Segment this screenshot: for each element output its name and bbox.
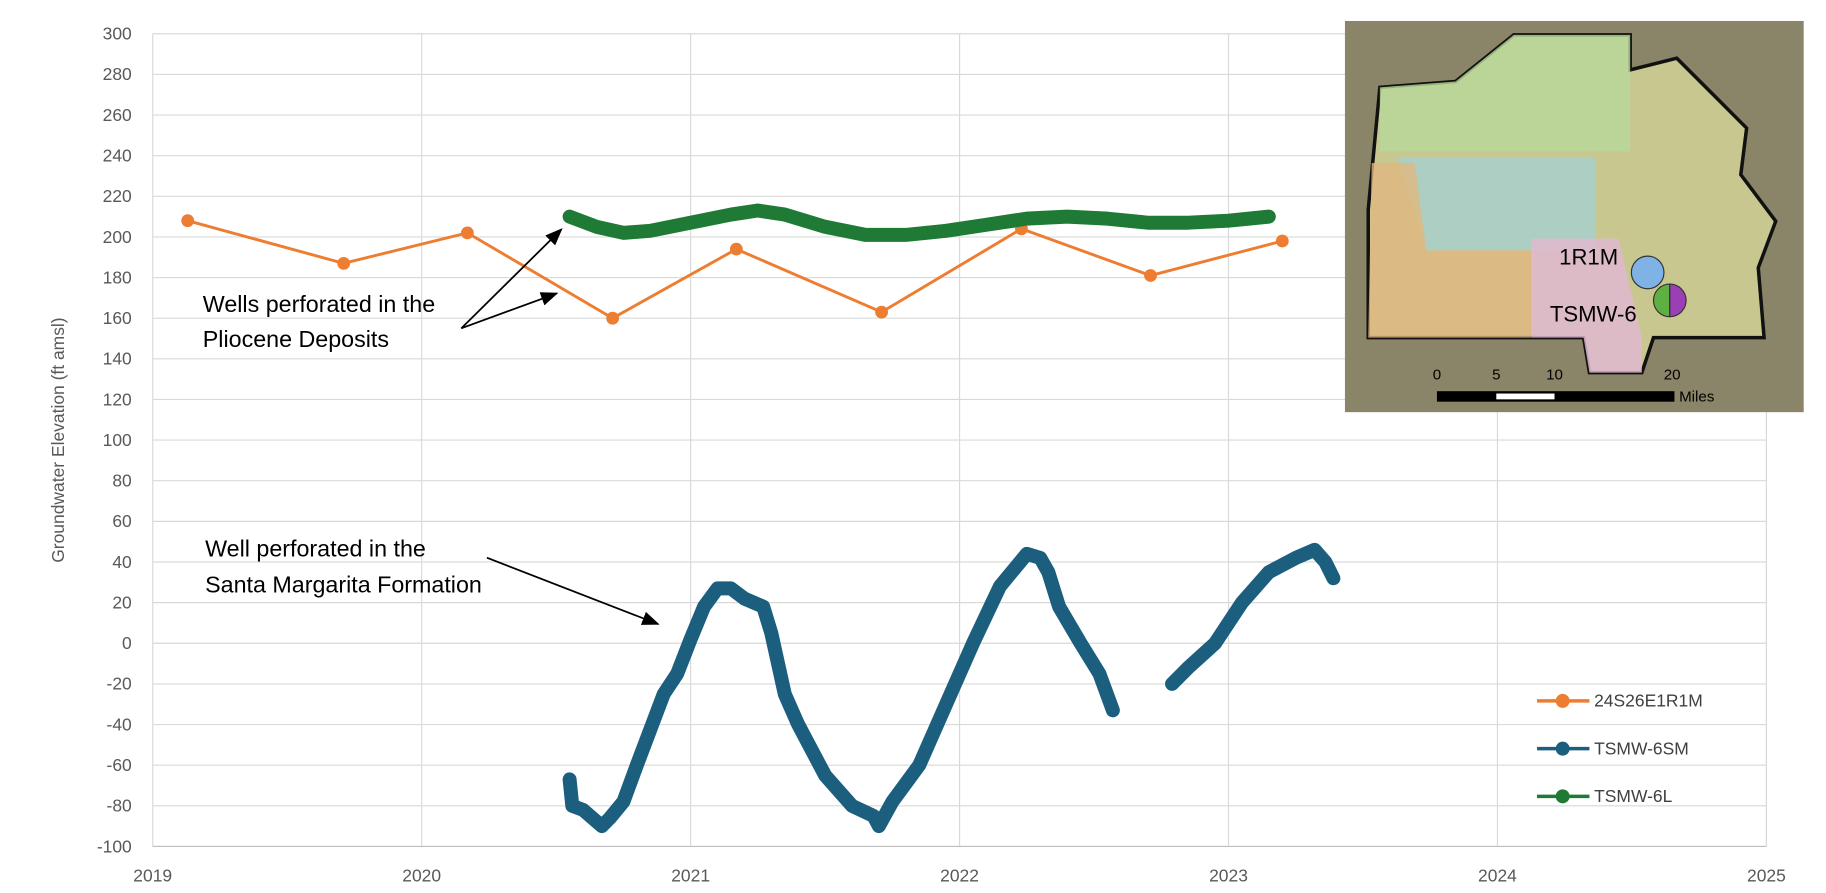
arrow [486, 556, 660, 625]
y-tick-label: 220 [103, 186, 132, 206]
y-tick-label: 60 [112, 511, 132, 531]
y-axis-label: Groundwater Elevation (ft amsl) [48, 317, 68, 562]
legend-label: 24S26E1R1M [1594, 691, 1703, 711]
map-marker [1630, 255, 1665, 290]
y-tick-label: 260 [103, 105, 132, 125]
y-tick-label: -80 [107, 796, 133, 816]
y-tick-label: 120 [103, 389, 132, 409]
map-label: TSMW-6 [1550, 301, 1637, 326]
x-tick-label: 2022 [940, 865, 979, 885]
y-tick-label: 240 [103, 145, 132, 165]
scale-bar [1496, 393, 1555, 400]
map-region [1397, 157, 1596, 251]
annotation-text: Pliocene Deposits [203, 326, 389, 352]
legend-label: TSMW-6SM [1594, 738, 1689, 758]
arrow [460, 292, 559, 330]
map-marker [1652, 283, 1671, 318]
scale-label: 0 [1433, 367, 1441, 384]
marker [875, 305, 888, 319]
y-tick-label: 80 [112, 471, 132, 491]
y-tick-label: 0 [122, 633, 132, 653]
y-tick-label: 20 [112, 592, 132, 612]
x-tick-label: 2019 [133, 865, 172, 885]
map-marker [1669, 283, 1687, 318]
marker [337, 256, 351, 270]
annotation-text: Wells perforated in the [203, 291, 435, 317]
marker [460, 226, 474, 240]
map-label: 1R1M [1559, 244, 1618, 269]
legend: 24S26E1R1M TSMW-6SM TSMW-6L [1537, 691, 1703, 806]
marker [1275, 234, 1289, 248]
y-tick-label: -100 [97, 836, 132, 856]
map-region [1368, 162, 1532, 338]
marker [729, 242, 743, 256]
series-line [562, 203, 1276, 242]
y-tick-label: -20 [107, 674, 133, 694]
y-tick-label: 180 [103, 267, 132, 287]
annotation-text: Santa Margarita Formation [205, 572, 482, 598]
y-tick-label: 300 [103, 24, 132, 44]
series-line [562, 542, 1341, 834]
map-region [1379, 34, 1631, 152]
y-tick-label: 140 [103, 349, 132, 369]
x-tick-label: 2024 [1478, 865, 1517, 885]
y-tick-label: 200 [103, 227, 132, 247]
map-region [1531, 238, 1642, 373]
y-tick-label: 100 [103, 430, 132, 450]
legend-marker [1555, 693, 1570, 708]
scale-label: 5 [1492, 367, 1500, 384]
y-tick-label: 160 [103, 308, 132, 328]
marker [606, 311, 620, 325]
y-tick-label: 40 [112, 552, 132, 572]
y-tick-label: 280 [103, 64, 132, 84]
x-tick-label: 2025 [1747, 865, 1786, 885]
marker [1144, 269, 1157, 282]
x-tick-label: 2023 [1209, 865, 1248, 885]
y-tick-label: -40 [107, 714, 133, 734]
arrow [460, 228, 563, 329]
scale-label: Miles [1679, 389, 1715, 406]
y-tick-label: -60 [107, 755, 133, 775]
scale-bar [1436, 391, 1675, 402]
annotation-text: Well perforated in the [205, 536, 426, 562]
x-tick-label: 2021 [671, 865, 710, 885]
annotation: Wells perforated in the Pliocene Deposit… [203, 228, 660, 625]
series [181, 203, 1341, 834]
inset-map: 1R1M TSMW-6 0 5 10 20 Miles [1344, 20, 1804, 413]
legend-marker [1555, 789, 1570, 804]
legend-label: TSMW-6L [1594, 786, 1673, 806]
scale-label: 20 [1664, 367, 1681, 384]
legend-marker [1555, 741, 1570, 756]
x-tick-label: 2020 [402, 865, 441, 885]
marker [181, 214, 195, 228]
scale-label: 10 [1546, 367, 1563, 384]
